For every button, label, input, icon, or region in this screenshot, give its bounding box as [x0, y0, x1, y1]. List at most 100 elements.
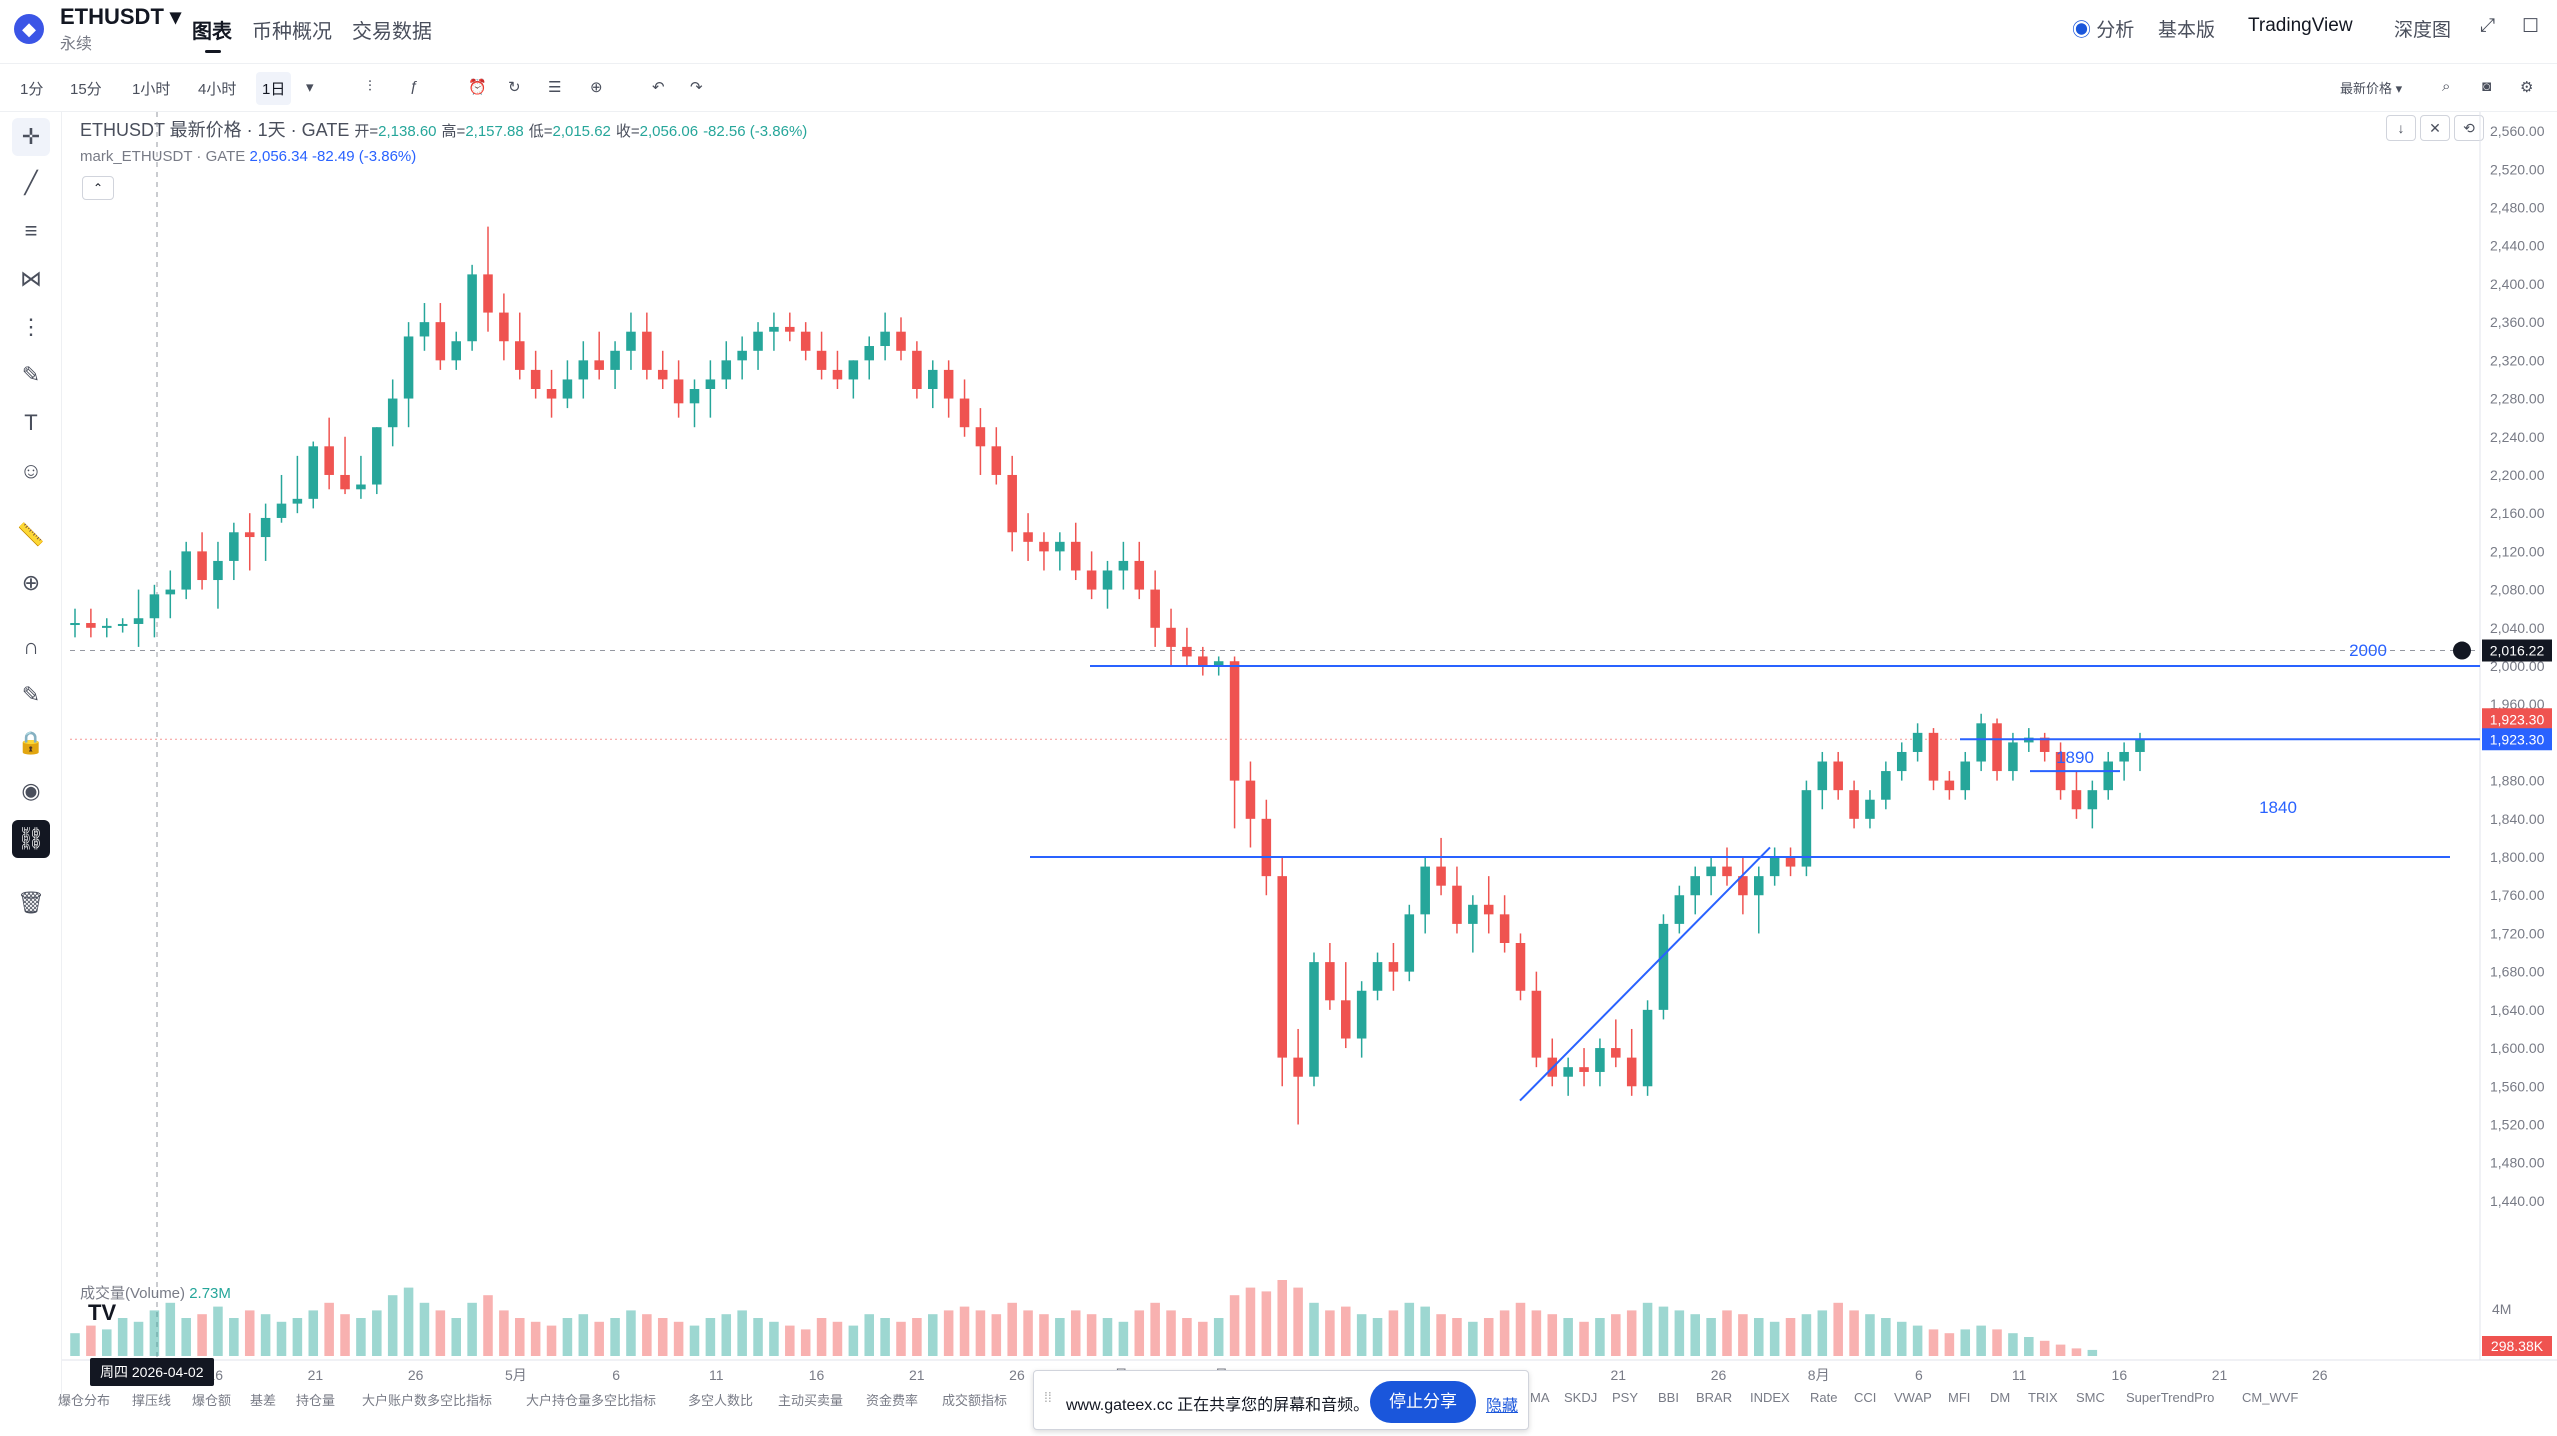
symbol-selector[interactable]: ETHUSDT ▾	[60, 4, 182, 29]
interval-4h[interactable]: 4小时	[198, 81, 237, 98]
annotation-label: 2000	[2349, 641, 2387, 660]
emoji-icon[interactable]: ☺	[19, 458, 43, 483]
indicator-tab[interactable]: 爆仓分布	[58, 1393, 111, 1408]
trendline-icon[interactable]: ╱	[24, 170, 38, 195]
horizontal-lines-icon[interactable]: ≡	[24, 218, 38, 243]
volume-bar	[2008, 1333, 2018, 1356]
candle-body	[1102, 570, 1113, 590]
lock-icon[interactable]: 🔒	[17, 730, 45, 755]
volume-bar	[1531, 1310, 1542, 1356]
scroll-down-icon[interactable]: ↓	[2386, 115, 2416, 141]
replay-icon[interactable]: ↻	[508, 79, 521, 96]
y-tick-label: 1,880.00	[2490, 773, 2545, 789]
reset-icon[interactable]: ⟲	[2454, 115, 2484, 141]
interval-15m[interactable]: 15分	[70, 81, 102, 98]
interval-1h[interactable]: 1小时	[132, 81, 171, 98]
indicator-tab[interactable]: 爆仓额	[192, 1393, 232, 1408]
drag-handle-icon[interactable]: ⁞⁞	[1044, 1389, 1052, 1405]
indicator-tab[interactable]: INDEX	[1750, 1390, 1790, 1405]
depth-chart-button[interactable]: 深度图	[2394, 20, 2452, 41]
ruler-icon[interactable]: 📏	[17, 522, 45, 547]
eye-icon[interactable]: ◉	[21, 778, 41, 803]
basic-view-button[interactable]: 基本版	[2158, 20, 2216, 41]
price-type-select[interactable]: 最新价格 ▾	[2340, 81, 2403, 96]
indicator-tab[interactable]: 基差	[250, 1393, 277, 1408]
indicator-tab[interactable]: MFI	[1948, 1390, 1971, 1405]
tradingview-button[interactable]: TradingView	[2248, 15, 2353, 36]
share-message: www.gateex.cc 正在共享您的屏幕和音频。	[1066, 1397, 1370, 1414]
add-icon[interactable]: ⊕	[590, 79, 603, 96]
indicator-tab[interactable]: CCI	[1854, 1390, 1877, 1405]
camera-icon[interactable]: ◙	[2482, 78, 2492, 95]
text-icon[interactable]: T	[24, 410, 38, 435]
collapse-icon[interactable]: ✕	[2420, 115, 2450, 141]
indicator-tab[interactable]: TRIX	[2028, 1390, 2058, 1405]
volume-bar	[721, 1314, 732, 1356]
interval-1m[interactable]: 1分	[20, 81, 44, 98]
fullscreen-icon[interactable]: ☐	[2522, 16, 2540, 37]
indicator-tab[interactable]: VWAP	[1894, 1390, 1932, 1405]
volume-bar	[689, 1325, 700, 1356]
tab-trade-data[interactable]: 交易数据	[352, 21, 432, 43]
indicator-tab[interactable]: 主动买卖量	[778, 1393, 844, 1408]
indicator-tab[interactable]: SKDJ	[1564, 1390, 1598, 1405]
indicator-tab[interactable]: 多空人数比	[688, 1393, 754, 1408]
indicator-tab[interactable]: 大户持仓量多空比指标	[526, 1393, 657, 1408]
indicator-tab[interactable]: PSY	[1612, 1390, 1639, 1405]
analysis-link[interactable]: ◉ 分析	[2072, 15, 2134, 42]
volume-bar	[800, 1329, 811, 1356]
lock-drawing-icon[interactable]: ✎	[21, 682, 41, 707]
candle-body	[1738, 876, 1748, 896]
volume-bar	[1420, 1306, 1430, 1356]
settings-gear-icon[interactable]: ⚙	[2520, 79, 2534, 96]
indicator-tab[interactable]: 持仓量	[296, 1393, 336, 1408]
collapse-legend-button[interactable]: ⌃	[82, 176, 114, 200]
candle-body	[181, 551, 191, 590]
indicator-tab[interactable]: SuperTrendPro	[2126, 1390, 2215, 1405]
indicator-tab[interactable]: 大户账户数多空比指标	[362, 1393, 493, 1408]
indicator-tab[interactable]: 资金费率	[866, 1393, 919, 1408]
magnet-icon[interactable]: ∩	[23, 634, 39, 659]
volume-bar	[1769, 1321, 1780, 1356]
tab-overview[interactable]: 币种概况	[252, 21, 332, 43]
redo-icon[interactable]: ↷	[690, 79, 703, 96]
interval-dropdown-icon[interactable]: ▾	[306, 79, 314, 96]
fib-icon[interactable]: ⋮	[20, 314, 42, 339]
volume-bar	[1690, 1314, 1700, 1356]
templates-icon[interactable]: ☰	[548, 79, 562, 96]
brush-icon[interactable]: ✎	[21, 362, 41, 387]
indicators-icon[interactable]: ƒ	[410, 78, 419, 95]
volume-bar	[1023, 1310, 1033, 1356]
search-icon[interactable]: ⌕	[2442, 78, 2451, 95]
hide-button[interactable]: 隐藏	[1486, 1398, 1519, 1415]
tab-chart[interactable]: 图表	[192, 21, 232, 43]
mark-change: -82.49 (-3.86%)	[312, 148, 417, 165]
indicator-tab[interactable]: DM	[1990, 1390, 2011, 1405]
undo-icon[interactable]: ↶	[652, 79, 665, 96]
candle-body	[880, 331, 890, 347]
indicator-tab[interactable]: MA	[1530, 1390, 1550, 1405]
expand-icon[interactable]: ⤢	[2480, 15, 2496, 36]
candle-body	[197, 551, 207, 581]
legend-high: 高=2,157.88	[441, 123, 524, 140]
indicator-tab[interactable]: BRAR	[1696, 1390, 1733, 1405]
indicator-tab[interactable]: BBI	[1658, 1390, 1679, 1405]
interval-1d[interactable]: 1日	[256, 72, 292, 105]
pattern-icon[interactable]: ⋈	[20, 266, 42, 291]
indicator-tab[interactable]: 撑压线	[132, 1393, 172, 1408]
crosshair-icon[interactable]: ✛	[12, 118, 50, 156]
stop-sharing-button[interactable]: 停止分享	[1370, 1381, 1476, 1423]
indicator-tab[interactable]: Rate	[1810, 1390, 1838, 1405]
volume-bar	[1674, 1310, 1685, 1356]
volume-bar	[1849, 1310, 1859, 1356]
zoom-in-icon[interactable]: ⊕	[21, 570, 41, 595]
trash-icon[interactable]: 🗑	[17, 890, 45, 915]
indicator-tab[interactable]: SMC	[2076, 1390, 2105, 1405]
candle-type-icon[interactable]: ⫶	[368, 78, 372, 95]
indicator-tab[interactable]: 成交额指标	[942, 1393, 1008, 1408]
alert-icon[interactable]: ⏰	[468, 79, 487, 96]
link-icon[interactable]: ⛓	[12, 820, 50, 858]
indicator-tab[interactable]: CM_WVF	[2242, 1390, 2299, 1405]
volume-bar	[1182, 1318, 1192, 1356]
